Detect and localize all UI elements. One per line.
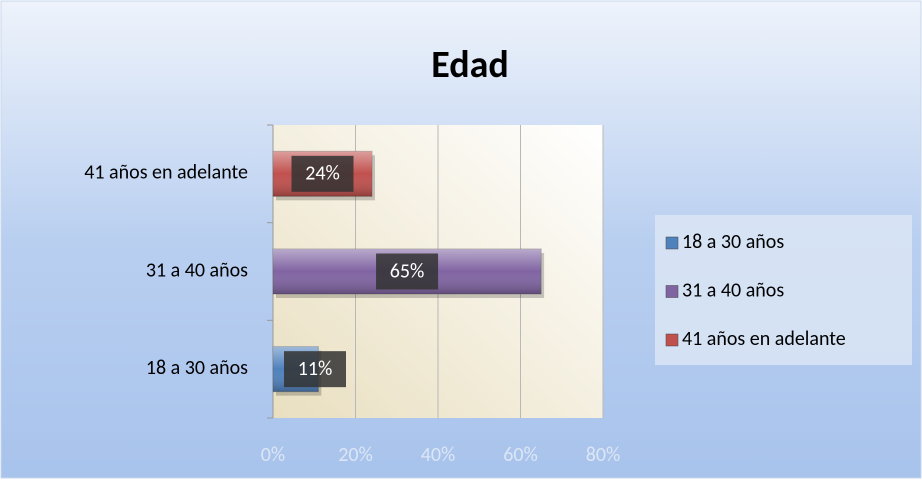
legend-label: 18 a 30 años <box>682 230 784 254</box>
legend-swatch <box>665 236 679 250</box>
legend-swatch <box>665 285 679 298</box>
y-tick-label: 31 a 40 años <box>146 258 248 282</box>
x-tick-label: 40% <box>421 443 456 467</box>
data-label: 65% <box>390 259 425 283</box>
legend-swatch <box>665 333 679 347</box>
chart-title: Edad <box>431 42 509 88</box>
x-tick-label: 0% <box>261 443 285 467</box>
data-label-box <box>291 155 354 192</box>
data-label-box <box>284 351 346 388</box>
legend-label: 41 años en adelante <box>682 327 846 351</box>
x-tick-label: 80% <box>586 443 621 467</box>
data-label: 11% <box>298 357 333 381</box>
data-label: 24% <box>305 162 340 186</box>
data-label-box <box>376 253 439 290</box>
legend-label: 31 a 40 años <box>682 278 784 302</box>
y-tick-label: 41 años en adelante <box>84 161 248 185</box>
x-tick-label: 60% <box>503 443 538 467</box>
x-tick-label: 20% <box>338 443 373 467</box>
legend <box>655 215 912 365</box>
y-tick-label: 18 a 30 años <box>146 356 248 380</box>
